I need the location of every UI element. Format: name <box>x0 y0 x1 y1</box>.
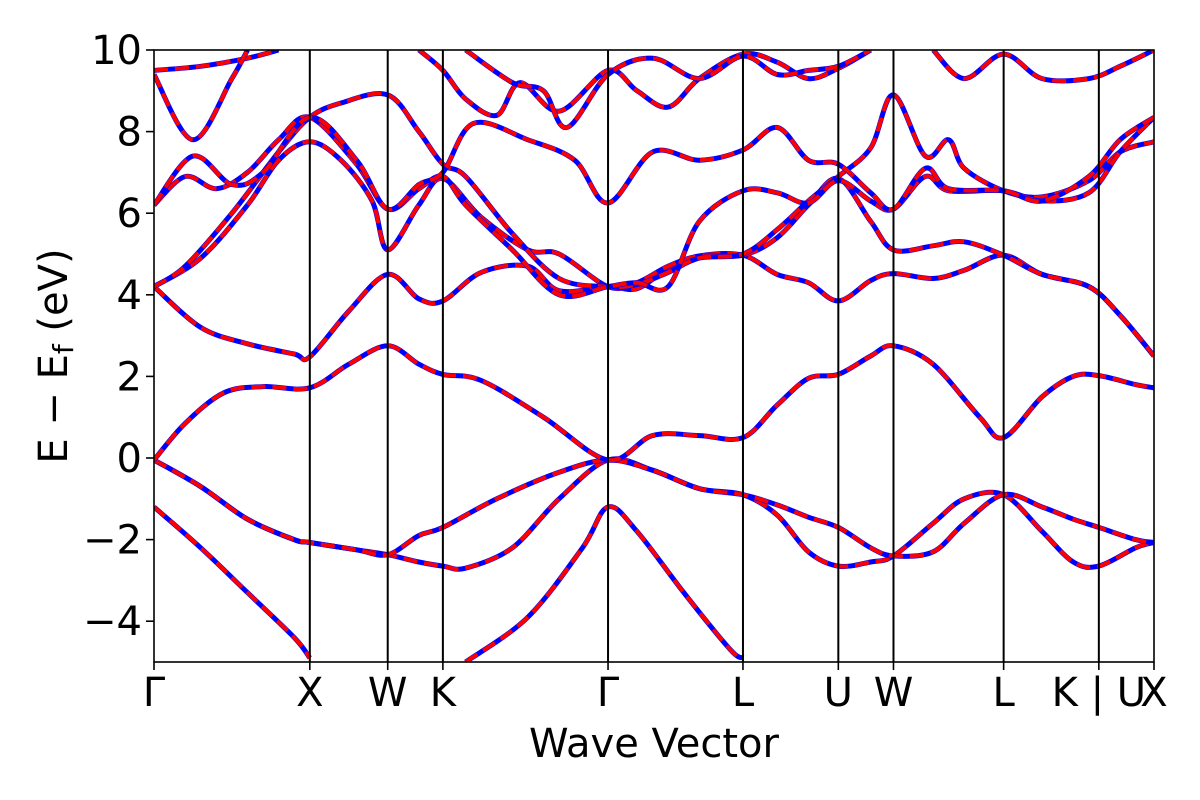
x-tick-label: W <box>874 670 914 716</box>
plot-frame <box>153 49 1155 663</box>
x-tick-label: Γ <box>597 670 620 716</box>
x-tick-label: W <box>368 670 408 716</box>
band-11-line-red <box>154 50 280 73</box>
y-axis-title-subscript: f <box>47 343 80 354</box>
band-4-line-blue <box>464 504 745 662</box>
band-5-line-red <box>154 343 1154 463</box>
x-tick-label: U <box>824 670 853 716</box>
x-axis-title: Wave Vector <box>529 721 780 767</box>
y-tick-label: −2 <box>83 518 142 564</box>
band-7-line-red <box>154 139 1154 358</box>
y-axis-title-unit: (eV) <box>31 248 77 344</box>
band-4-line-red <box>464 504 745 662</box>
y-axis-title: E − Ef (eV) <box>31 248 80 463</box>
band-10-line-red <box>154 115 1154 212</box>
band-14-line-red <box>464 50 872 130</box>
band-14-line-blue <box>464 50 872 130</box>
x-tick-label: K <box>430 670 458 716</box>
band-12-line-red <box>154 50 250 142</box>
y-tick-label: 2 <box>117 354 142 400</box>
high-symmetry-lines <box>308 50 1100 662</box>
x-tick-label: X <box>296 670 323 716</box>
band-11-line-blue <box>154 50 280 73</box>
y-tick-label: 4 <box>117 273 142 319</box>
band-1-line-red <box>154 505 312 660</box>
band-13-line-red <box>417 50 872 118</box>
x-tick-label: Γ <box>143 670 166 716</box>
x-tick-label: L <box>732 670 755 716</box>
y-tick-label: 10 <box>91 28 142 74</box>
y-axis-title-main: E − E <box>31 354 77 464</box>
y-axis-ticks: −4 −2 0 2 4 6 8 10 <box>83 28 154 645</box>
y-tick-label: 0 <box>117 436 142 482</box>
x-tick-label: X <box>1140 670 1167 716</box>
x-tick-label: K | U <box>1052 670 1146 716</box>
y-tick-label: 8 <box>117 110 142 156</box>
band-3-line-red <box>154 457 1154 559</box>
y-tick-label: 6 <box>117 191 142 237</box>
x-tick-label: L <box>992 670 1015 716</box>
band-15-line-red <box>931 50 1154 83</box>
y-tick-label: −4 <box>83 599 142 645</box>
